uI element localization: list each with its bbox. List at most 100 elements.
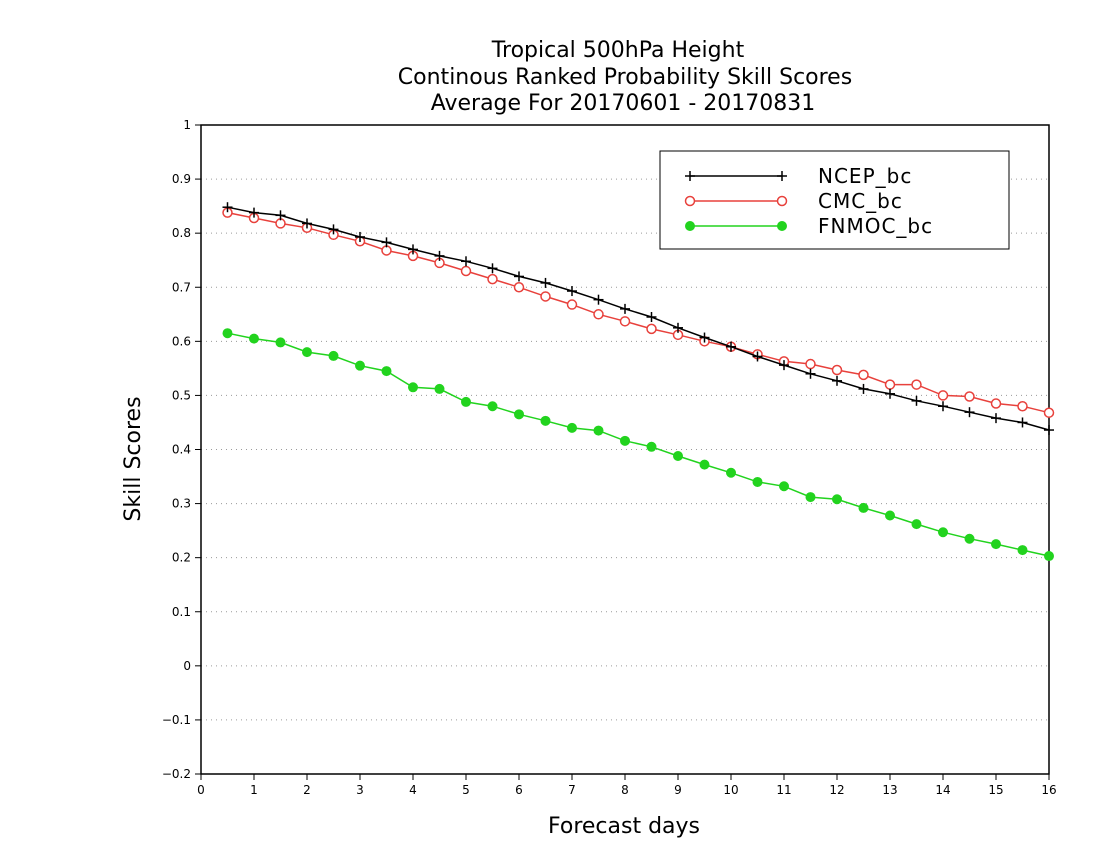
data-point	[328, 350, 339, 361]
title-line-1: Tropical 500hPa Height	[491, 38, 745, 63]
x-tick-label: 12	[829, 783, 844, 797]
data-point	[434, 383, 445, 394]
data-point	[1017, 417, 1028, 428]
data-point	[884, 379, 896, 390]
data-point	[1017, 545, 1028, 556]
data-point	[408, 244, 418, 255]
data-point	[885, 388, 895, 399]
legend-entry: NCEP_bc	[685, 164, 912, 188]
data-point	[540, 415, 551, 426]
legend-entry: FNMOC_bc	[685, 214, 933, 238]
data-point	[991, 539, 1001, 550]
x-tick-label: 11	[776, 783, 791, 797]
data-point	[858, 369, 869, 381]
data-point	[275, 210, 286, 221]
series-cmc-bc	[222, 207, 1055, 418]
series-layer	[222, 202, 1055, 562]
chart-title: Tropical 500hPa Height Continous Ranked …	[398, 38, 852, 116]
data-point	[885, 510, 895, 521]
x-tick-label: 5	[462, 783, 470, 797]
data-point	[699, 459, 710, 470]
legend-marker-end	[777, 221, 787, 231]
data-point	[673, 322, 683, 333]
legend-entry: CMC_bc	[684, 189, 903, 213]
data-point	[222, 202, 233, 213]
data-point	[911, 395, 922, 406]
data-point	[832, 494, 842, 505]
data-point	[858, 502, 869, 513]
data-point	[381, 237, 392, 248]
legend-marker-start	[684, 195, 696, 207]
series-line	[227, 332, 1050, 557]
data-point	[460, 265, 472, 277]
data-point	[514, 271, 524, 282]
data-point	[779, 481, 789, 492]
x-tick-label: 15	[988, 783, 1003, 797]
data-point	[938, 401, 948, 412]
data-point	[567, 422, 577, 433]
data-point	[487, 401, 498, 412]
data-point	[779, 360, 789, 371]
y-tick-label: 0.7	[172, 280, 191, 294]
data-point	[1043, 407, 1055, 418]
legend-label: CMC_bc	[818, 189, 903, 213]
x-axis-title: Forecast days	[548, 814, 700, 839]
x-tick-label: 14	[935, 783, 950, 797]
legend-marker-end	[776, 195, 788, 207]
data-point	[514, 409, 524, 420]
data-point	[937, 390, 949, 401]
data-point	[355, 231, 365, 242]
data-point	[1017, 400, 1028, 412]
data-point	[726, 467, 736, 478]
y-tick-label: 0.2	[172, 551, 191, 565]
y-tick-label: −0.2	[162, 767, 191, 781]
data-point	[964, 407, 975, 418]
x-tick-label: 3	[356, 783, 364, 797]
data-point	[646, 311, 657, 322]
data-point	[593, 294, 604, 305]
data-point	[726, 341, 736, 352]
data-point	[302, 347, 312, 358]
data-point	[646, 323, 657, 335]
data-point	[1044, 425, 1054, 436]
title-line-3: Average For 20170601 - 20170831	[431, 91, 816, 116]
data-point	[991, 413, 1001, 424]
data-point	[249, 333, 259, 344]
y-tick-label: 1	[183, 118, 191, 132]
data-point	[593, 425, 604, 436]
data-point	[540, 291, 551, 302]
data-point	[434, 250, 445, 261]
series-line	[227, 206, 1050, 431]
x-tick-label: 13	[882, 783, 897, 797]
title-line-2: Continous Ranked Probability Skill Score…	[398, 65, 852, 90]
x-tick-label: 8	[621, 783, 629, 797]
data-point	[461, 256, 471, 267]
legend-marker-start	[685, 221, 695, 231]
legend-box	[659, 150, 1010, 250]
series-ncep-bc	[222, 202, 1054, 436]
legend-marker-start	[685, 171, 695, 181]
data-point	[567, 286, 577, 297]
data-point	[831, 364, 843, 376]
data-point	[858, 383, 869, 394]
data-point	[249, 207, 259, 218]
data-point	[328, 224, 339, 235]
data-point	[540, 277, 551, 288]
data-point	[752, 351, 763, 362]
x-tick-label: 6	[515, 783, 523, 797]
data-point	[302, 218, 312, 229]
y-tick-label: 0.3	[172, 497, 191, 511]
data-point	[646, 441, 657, 452]
legend-label: FNMOC_bc	[818, 214, 933, 238]
series-fnmoc-bc	[222, 328, 1054, 562]
data-point	[1044, 551, 1054, 562]
data-point	[911, 519, 922, 530]
x-tick-label: 16	[1041, 783, 1056, 797]
y-tick-label: 0.1	[172, 605, 191, 619]
data-point	[752, 476, 763, 487]
x-tick-label: 10	[723, 783, 738, 797]
y-axis-title: Skill Scores	[121, 396, 146, 521]
legend-label: NCEP_bc	[818, 164, 912, 188]
